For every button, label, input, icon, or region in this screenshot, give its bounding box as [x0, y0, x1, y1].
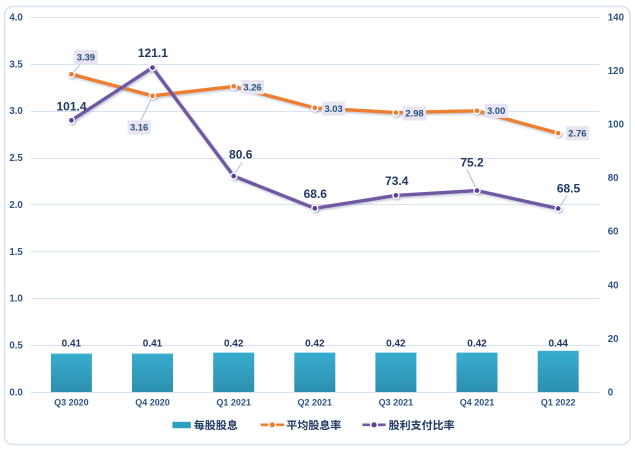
svg-text:3.0: 3.0 [9, 106, 22, 117]
svg-text:60: 60 [608, 227, 619, 238]
svg-text:1.0: 1.0 [9, 294, 22, 305]
svg-text:0.42: 0.42 [224, 339, 244, 350]
svg-text:Q1 2021: Q1 2021 [216, 398, 251, 408]
svg-text:3.00: 3.00 [487, 105, 505, 116]
svg-text:3.26: 3.26 [243, 81, 261, 92]
svg-text:3.39: 3.39 [77, 51, 95, 62]
svg-text:Q3 2021: Q3 2021 [379, 398, 414, 408]
svg-text:3.5: 3.5 [9, 59, 23, 70]
svg-text:2.0: 2.0 [9, 200, 22, 211]
svg-text:3.03: 3.03 [324, 103, 342, 114]
svg-text:140: 140 [608, 12, 624, 23]
svg-text:2.76: 2.76 [568, 128, 586, 139]
svg-text:Q4 2020: Q4 2020 [135, 398, 170, 408]
svg-text:75.2: 75.2 [460, 156, 484, 170]
svg-text:0.41: 0.41 [143, 339, 163, 350]
svg-text:0.41: 0.41 [62, 339, 82, 350]
svg-text:121.1: 121.1 [138, 46, 168, 60]
svg-text:40: 40 [608, 280, 619, 291]
svg-text:120: 120 [608, 66, 624, 77]
svg-text:0.42: 0.42 [467, 339, 487, 350]
svg-text:Q4 2021: Q4 2021 [460, 398, 495, 408]
svg-text:101.4: 101.4 [56, 100, 86, 114]
svg-text:68.6: 68.6 [304, 187, 328, 201]
svg-text:1.5: 1.5 [9, 247, 23, 258]
svg-text:4.0: 4.0 [9, 12, 22, 23]
svg-text:0.42: 0.42 [386, 339, 406, 350]
svg-text:Q1 2022: Q1 2022 [541, 398, 576, 408]
svg-text:80: 80 [608, 173, 619, 184]
svg-text:2.5: 2.5 [9, 153, 23, 164]
svg-text:Q3 2020: Q3 2020 [54, 398, 89, 408]
svg-text:0.44: 0.44 [548, 339, 568, 350]
svg-text:20: 20 [608, 334, 619, 345]
svg-text:100: 100 [608, 120, 624, 131]
svg-text:68.5: 68.5 [557, 182, 581, 196]
svg-text:80.6: 80.6 [229, 147, 253, 161]
svg-text:0.0: 0.0 [9, 387, 22, 398]
svg-text:73.4: 73.4 [385, 174, 409, 188]
svg-text:2.98: 2.98 [405, 108, 423, 119]
svg-text:0: 0 [608, 387, 613, 398]
svg-text:Q2 2021: Q2 2021 [298, 398, 333, 408]
svg-text:0.42: 0.42 [305, 339, 325, 350]
svg-text:3.16: 3.16 [130, 122, 148, 133]
svg-text:0.5: 0.5 [9, 341, 23, 352]
